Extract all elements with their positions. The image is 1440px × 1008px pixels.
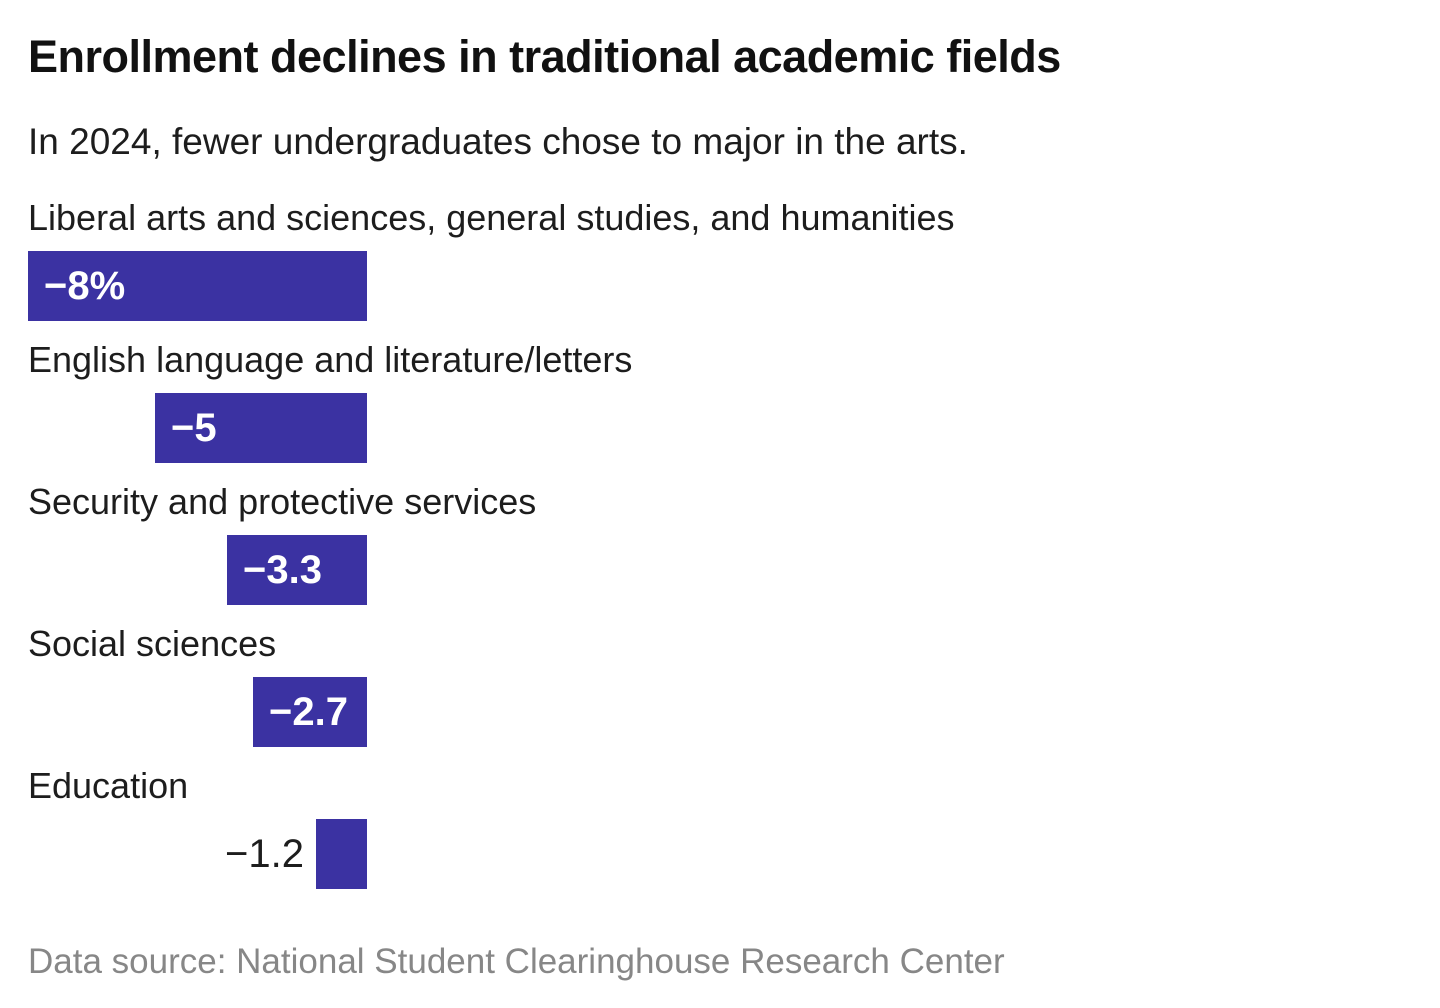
- bar: −2.7: [253, 677, 367, 747]
- bar-row: Education −1.2: [28, 764, 1400, 889]
- bar: −3.3: [227, 535, 367, 605]
- value-label: −2.7: [269, 689, 348, 734]
- value-label: −8%: [44, 263, 126, 308]
- bar: −8%: [28, 251, 367, 321]
- category-label: Liberal arts and sciences, general studi…: [28, 197, 955, 238]
- category-label: English language and literature/letters: [28, 339, 633, 380]
- category-label: Security and protective services: [28, 481, 537, 522]
- data-source: Data source: National Student Clearingho…: [28, 942, 1005, 981]
- bar-track: −3.3: [28, 535, 367, 605]
- bar-row: Social sciences −2.7: [28, 622, 1400, 747]
- value-label: −3.3: [243, 547, 322, 592]
- bar-track: −5: [28, 393, 367, 463]
- bar-row: Liberal arts and sciences, general studi…: [28, 196, 1400, 321]
- category-label: Social sciences: [28, 623, 277, 664]
- bar-row: English language and literature/letters −…: [28, 338, 1400, 463]
- bar-track: −8%: [28, 251, 367, 321]
- chart-title: Enrollment declines in traditional acade…: [28, 31, 1061, 82]
- bar-track: −2.7: [28, 677, 367, 747]
- category-label: Education: [28, 765, 189, 806]
- bar: [316, 819, 367, 889]
- chart-subtitle: In 2024, fewer undergraduates chose to m…: [28, 121, 968, 162]
- bar-chart: Liberal arts and sciences, general studi…: [28, 196, 1400, 889]
- bar: −5: [155, 393, 367, 463]
- value-label: −1.2: [225, 831, 304, 876]
- bar-row: Security and protective services −3.3: [28, 480, 1400, 605]
- bar-track: −1.2: [28, 819, 367, 889]
- value-label: −5: [171, 405, 217, 450]
